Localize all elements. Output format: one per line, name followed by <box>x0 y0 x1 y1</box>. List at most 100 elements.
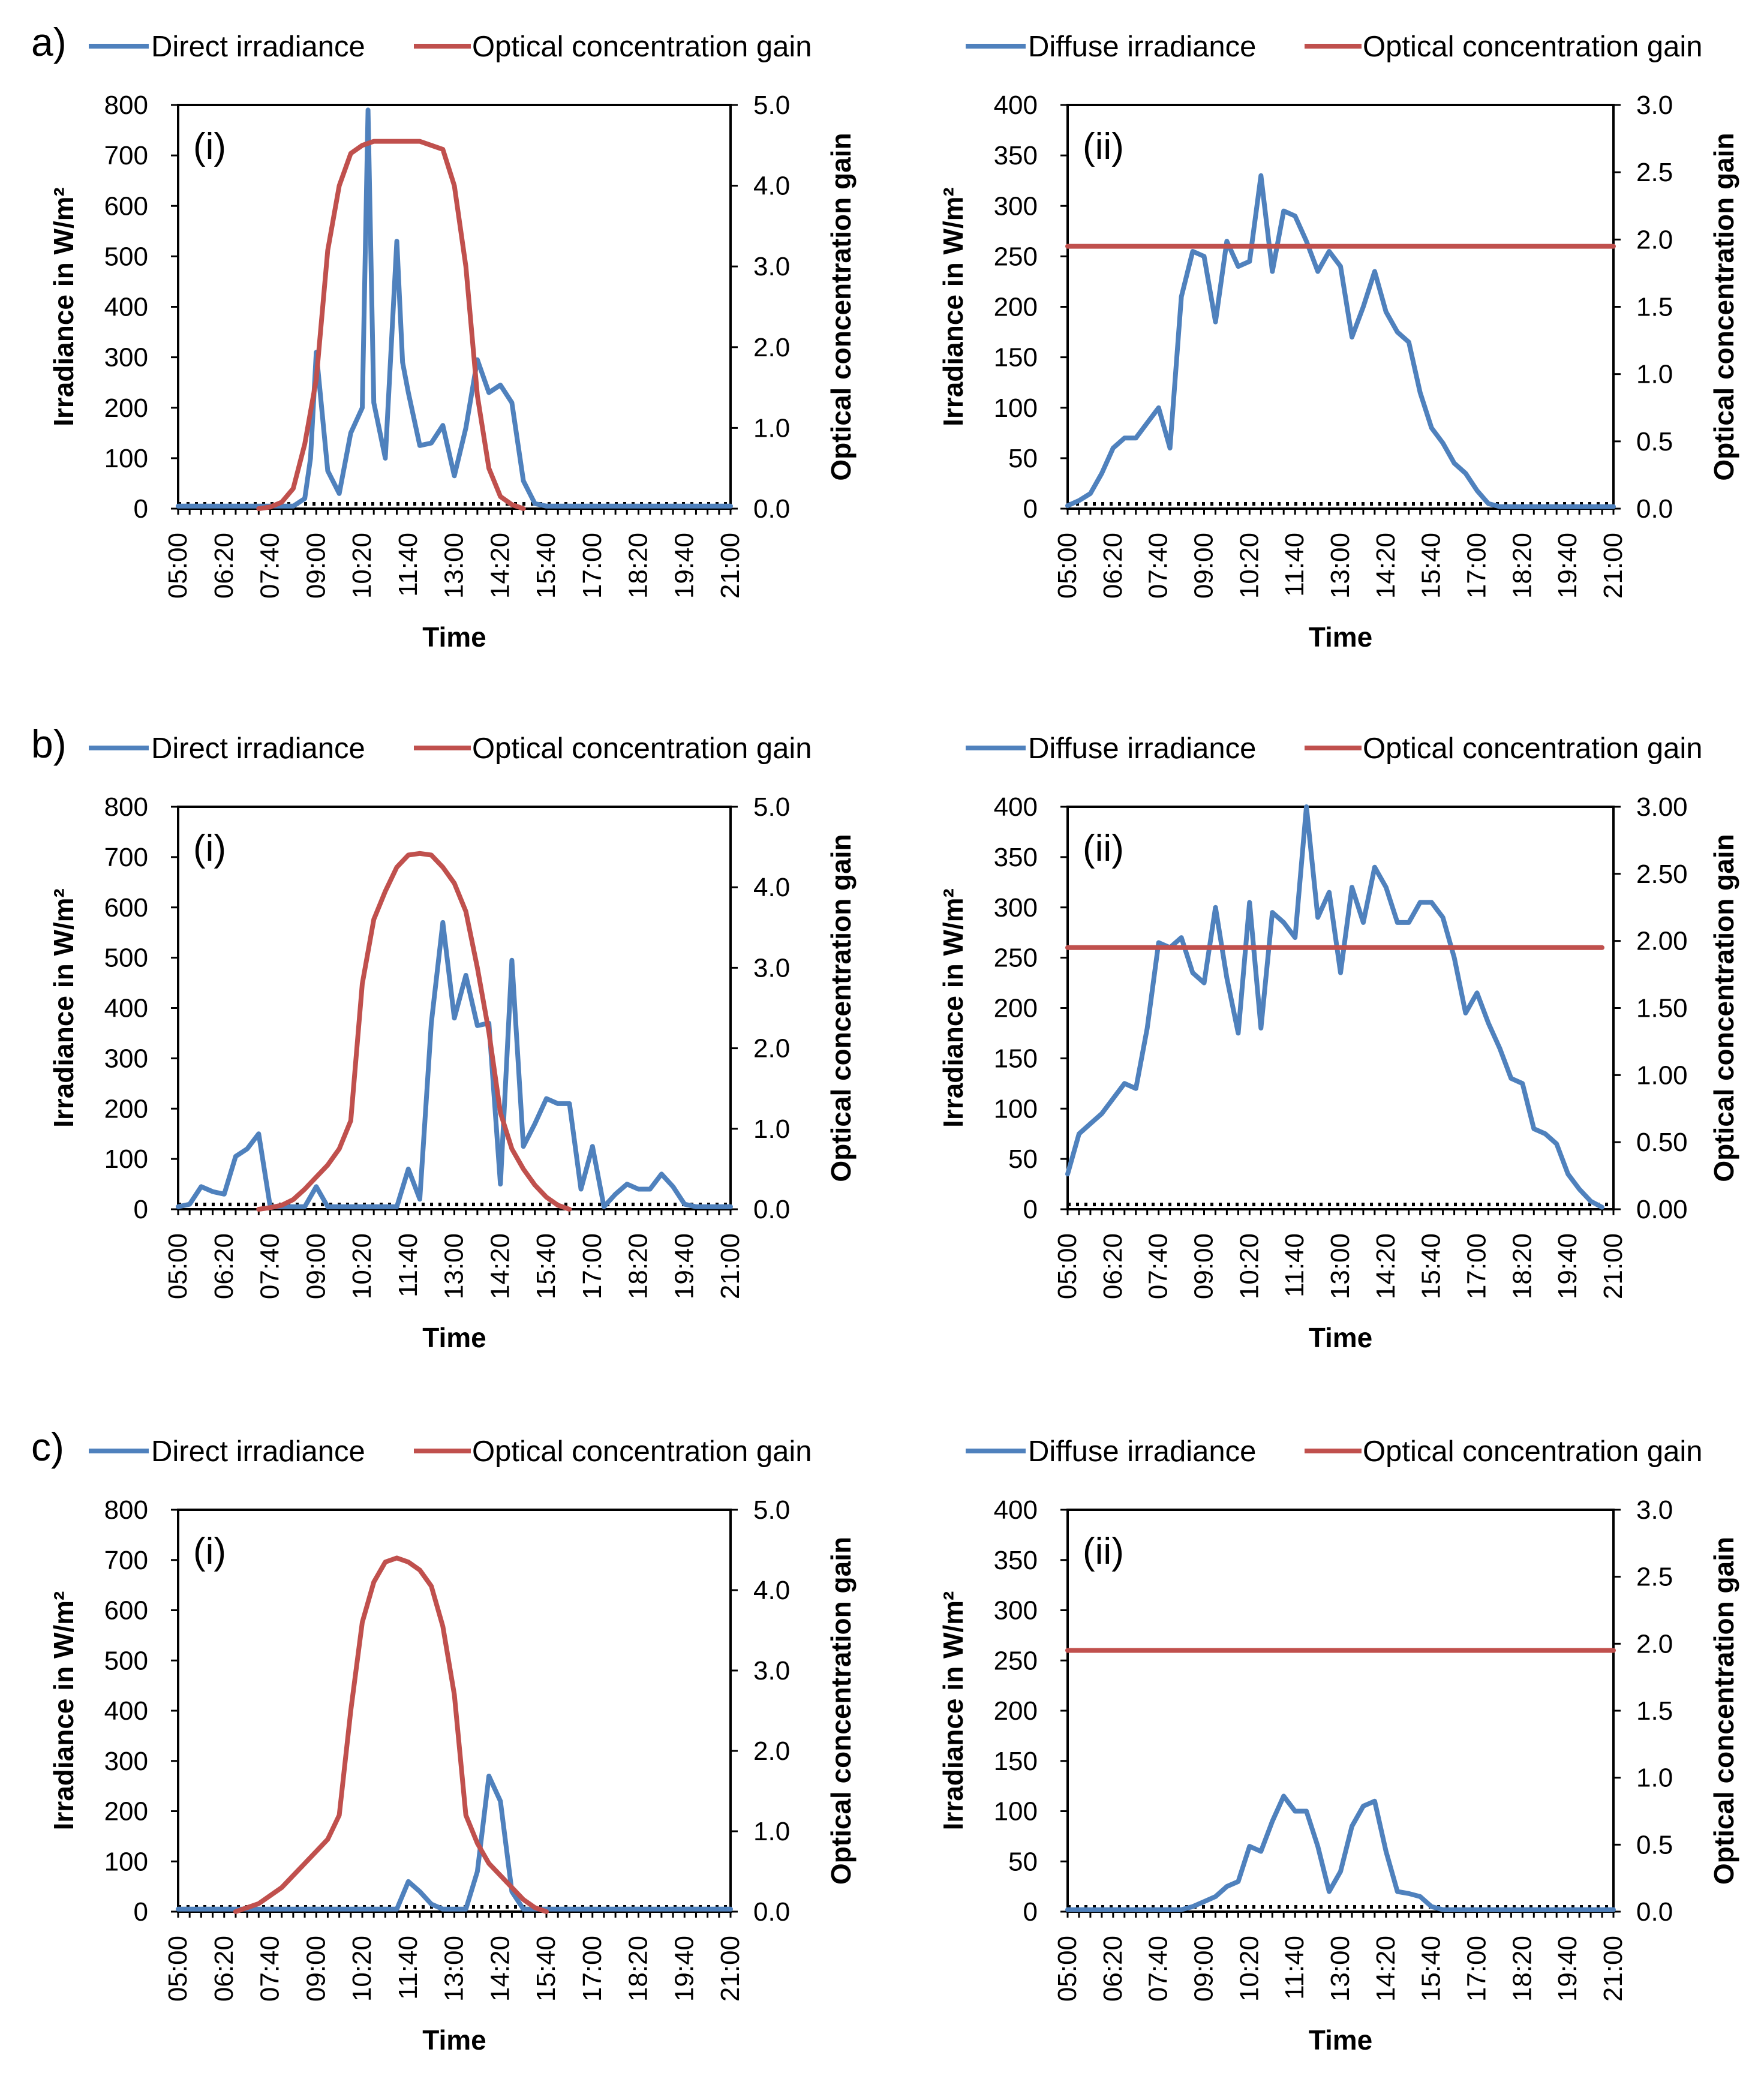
y-tick-label: 100 <box>994 393 1038 423</box>
y-tick-label: 200 <box>994 1696 1038 1726</box>
x-tick-label: 06:20 <box>1098 1233 1128 1299</box>
x-tick-label: 10:20 <box>1234 1936 1264 2002</box>
y2-tick-label: 5.0 <box>753 91 790 120</box>
x-tick-label: 17:00 <box>1462 533 1492 599</box>
y-tick-label: 500 <box>104 1646 148 1675</box>
y-tick-label: 0 <box>1023 1897 1038 1927</box>
y-tick-label: 200 <box>104 1797 148 1826</box>
y2-axis-title: Optical concentration gain <box>1708 1537 1739 1885</box>
y2-tick-label: 1.5 <box>1636 1696 1673 1726</box>
y-axis-title: Irradiance in W/m² <box>48 187 79 426</box>
y-tick-label: 100 <box>994 1094 1038 1123</box>
y-tick-label: 0 <box>134 494 148 524</box>
y-axis-title: Irradiance in W/m² <box>48 1591 79 1831</box>
y-tick-label: 200 <box>994 994 1038 1023</box>
y2-axis-title: Optical concentration gain <box>825 834 857 1182</box>
x-axis-title: Time <box>1309 2024 1373 2056</box>
chart-panel-3: b) Direct irradiance Optical concentration… <box>31 722 857 1353</box>
y2-tick-label: 1.0 <box>753 413 790 443</box>
y-tick-label: 500 <box>104 242 148 271</box>
y2-axis-title: Optical concentration gain <box>825 1537 857 1885</box>
x-tick-label: 11:40 <box>1280 533 1309 597</box>
x-tick-label: 06:20 <box>1098 1936 1128 2002</box>
x-tick-label: 18:20 <box>1507 1936 1537 2002</box>
y2-tick-label: 3.00 <box>1636 792 1688 822</box>
y-tick-label: 700 <box>104 1546 148 1575</box>
x-tick-label: 13:00 <box>440 1233 469 1299</box>
y2-tick-label: 4.0 <box>753 1576 790 1605</box>
x-axis-title: Time <box>1309 621 1373 653</box>
y2-tick-label: 3.0 <box>753 953 790 983</box>
y2-tick-label: 5.0 <box>753 792 790 822</box>
y2-tick-label: 1.50 <box>1636 994 1688 1023</box>
y-tick-label: 300 <box>994 191 1038 221</box>
y-tick-label: 350 <box>994 141 1038 170</box>
y2-tick-label: 0.0 <box>753 494 790 524</box>
x-axis-title: Time <box>422 621 486 653</box>
x-tick-label: 09:00 <box>1189 533 1219 599</box>
irradiance-series-line <box>176 920 733 1209</box>
y-tick-label: 0 <box>1023 494 1038 524</box>
y2-tick-label: 3.0 <box>753 1656 790 1686</box>
y2-tick-label: 1.0 <box>1636 1763 1673 1793</box>
x-tick-label: 14:20 <box>1371 1233 1401 1299</box>
x-tick-label: 21:00 <box>716 1233 745 1299</box>
y2-tick-label: 4.0 <box>753 172 790 201</box>
y2-tick-label: 4.0 <box>753 873 790 902</box>
x-tick-label: 14:20 <box>1371 1936 1401 2002</box>
legend-entry: Optical concentration gain <box>1363 1435 1703 1468</box>
x-tick-label: 15:40 <box>531 1233 561 1299</box>
legend-entry: Direct irradiance <box>151 1435 365 1468</box>
x-tick-label: 09:00 <box>301 1936 330 2002</box>
x-tick-label: 05:00 <box>163 1936 193 2002</box>
panel-label: c) <box>31 1425 64 1469</box>
y-tick-label: 0 <box>1023 1195 1038 1224</box>
x-tick-label: 19:40 <box>1553 1936 1582 2002</box>
y-tick-label: 300 <box>104 1044 148 1073</box>
x-tick-label: 21:00 <box>716 533 745 599</box>
chart-panel-5: c) Direct irradiance Optical concentration… <box>31 1425 857 2056</box>
x-tick-label: 17:00 <box>1462 1233 1492 1299</box>
irradiance-series-line <box>1065 1793 1616 1912</box>
y2-tick-label: 2.0 <box>1636 1629 1673 1659</box>
x-tick-label: 05:00 <box>163 1233 193 1299</box>
y2-tick-label: 2.0 <box>753 1736 790 1766</box>
x-tick-label: 11:40 <box>393 1936 423 2000</box>
y-tick-label: 100 <box>104 1847 148 1876</box>
x-tick-label: 19:40 <box>669 1936 699 2002</box>
x-tick-label: 05:00 <box>1053 533 1082 599</box>
y-tick-label: 500 <box>104 944 148 973</box>
chart-panel-2: Diffuse irradiance Optical concentration … <box>937 31 1739 653</box>
y-tick-label: 250 <box>994 242 1038 271</box>
legend-entry: Diffuse irradiance <box>1028 1435 1256 1468</box>
sub-panel-label: (i) <box>193 1531 226 1572</box>
y2-tick-label: 0.5 <box>1636 1830 1673 1859</box>
legend-entry: Optical concentration gain <box>472 1435 812 1468</box>
x-tick-label: 18:20 <box>1507 533 1537 599</box>
gain-series-line <box>233 1555 549 1914</box>
y-tick-label: 0 <box>134 1897 148 1927</box>
x-axis-title: Time <box>422 2024 486 2056</box>
y-tick-label: 0 <box>134 1195 148 1224</box>
x-tick-label: 17:00 <box>578 1936 607 2002</box>
y-tick-label: 300 <box>104 343 148 372</box>
gain-series-line <box>256 139 526 511</box>
x-tick-label: 05:00 <box>1053 1936 1082 2002</box>
legend-entry: Direct irradiance <box>151 31 365 63</box>
x-tick-label: 17:00 <box>1462 1936 1492 2002</box>
x-tick-label: 10:20 <box>347 1936 377 2002</box>
x-tick-label: 15:40 <box>531 1936 561 2002</box>
x-tick-label: 10:20 <box>1234 533 1264 599</box>
y2-axis-title: Optical concentration gain <box>1708 834 1739 1182</box>
y-tick-label: 400 <box>104 994 148 1023</box>
y2-axis-title: Optical concentration gain <box>825 133 857 480</box>
y2-tick-label: 0.0 <box>753 1897 790 1927</box>
x-tick-label: 07:40 <box>256 1233 285 1299</box>
y2-tick-label: 2.0 <box>1636 225 1673 254</box>
y2-tick-label: 2.0 <box>753 1034 790 1063</box>
y2-tick-label: 2.00 <box>1636 927 1688 956</box>
y-tick-label: 350 <box>994 843 1038 872</box>
y-tick-label: 600 <box>104 191 148 221</box>
y2-tick-label: 3.0 <box>753 252 790 281</box>
x-tick-label: 13:00 <box>440 1936 469 2002</box>
